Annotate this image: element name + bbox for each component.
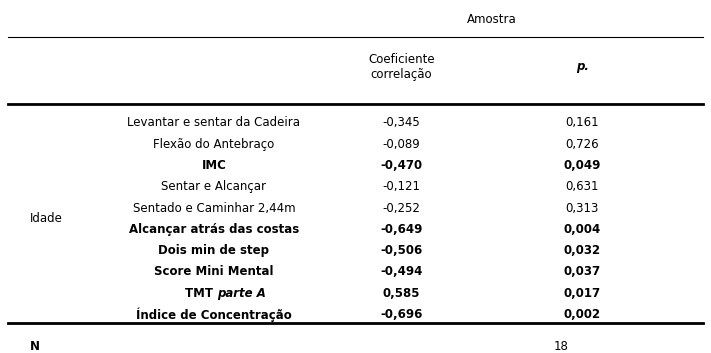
- Text: Amostra: Amostra: [467, 13, 517, 26]
- Text: 0,004: 0,004: [564, 223, 601, 236]
- Text: Levantar e sentar da Cadeira: Levantar e sentar da Cadeira: [127, 116, 300, 130]
- Text: 0,049: 0,049: [563, 159, 601, 172]
- Text: p.: p.: [576, 60, 589, 73]
- Text: parte A: parte A: [218, 287, 267, 300]
- Text: -0,470: -0,470: [380, 159, 422, 172]
- Text: -0,506: -0,506: [380, 244, 422, 257]
- Text: Coeficiente
correlação: Coeficiente correlação: [368, 53, 435, 81]
- Text: -0,345: -0,345: [383, 116, 420, 130]
- Text: -0,494: -0,494: [380, 265, 423, 279]
- Text: 0,002: 0,002: [564, 308, 601, 321]
- Text: 0,631: 0,631: [565, 180, 599, 193]
- Text: 0,017: 0,017: [564, 287, 601, 300]
- Text: Idade: Idade: [30, 212, 63, 225]
- Text: -0,252: -0,252: [383, 202, 420, 215]
- Text: -0,649: -0,649: [380, 223, 423, 236]
- Text: 0,161: 0,161: [565, 116, 599, 130]
- Text: 18: 18: [553, 340, 568, 353]
- Text: Sentado e Caminhar 2,44m: Sentado e Caminhar 2,44m: [132, 202, 295, 215]
- Text: Índice de Concentração: Índice de Concentração: [136, 307, 292, 322]
- Text: N: N: [30, 340, 40, 353]
- Text: Sentar e Alcançar: Sentar e Alcançar: [161, 180, 267, 193]
- Text: Flexão do Antebraço: Flexão do Antebraço: [154, 138, 274, 151]
- Text: TMT: TMT: [186, 287, 218, 300]
- Text: 0,726: 0,726: [565, 138, 599, 151]
- Text: -0,696: -0,696: [380, 308, 423, 321]
- Text: -0,121: -0,121: [383, 180, 420, 193]
- Text: IMC: IMC: [201, 159, 226, 172]
- Text: -0,089: -0,089: [383, 138, 420, 151]
- Text: 0,032: 0,032: [564, 244, 601, 257]
- Text: 0,313: 0,313: [565, 202, 599, 215]
- Text: Score Mini Mental: Score Mini Mental: [154, 265, 274, 279]
- Text: 0,585: 0,585: [383, 287, 420, 300]
- Text: Dois min de step: Dois min de step: [159, 244, 269, 257]
- Text: 0,037: 0,037: [564, 265, 601, 279]
- Text: Alcançar atrás das costas: Alcançar atrás das costas: [129, 223, 299, 236]
